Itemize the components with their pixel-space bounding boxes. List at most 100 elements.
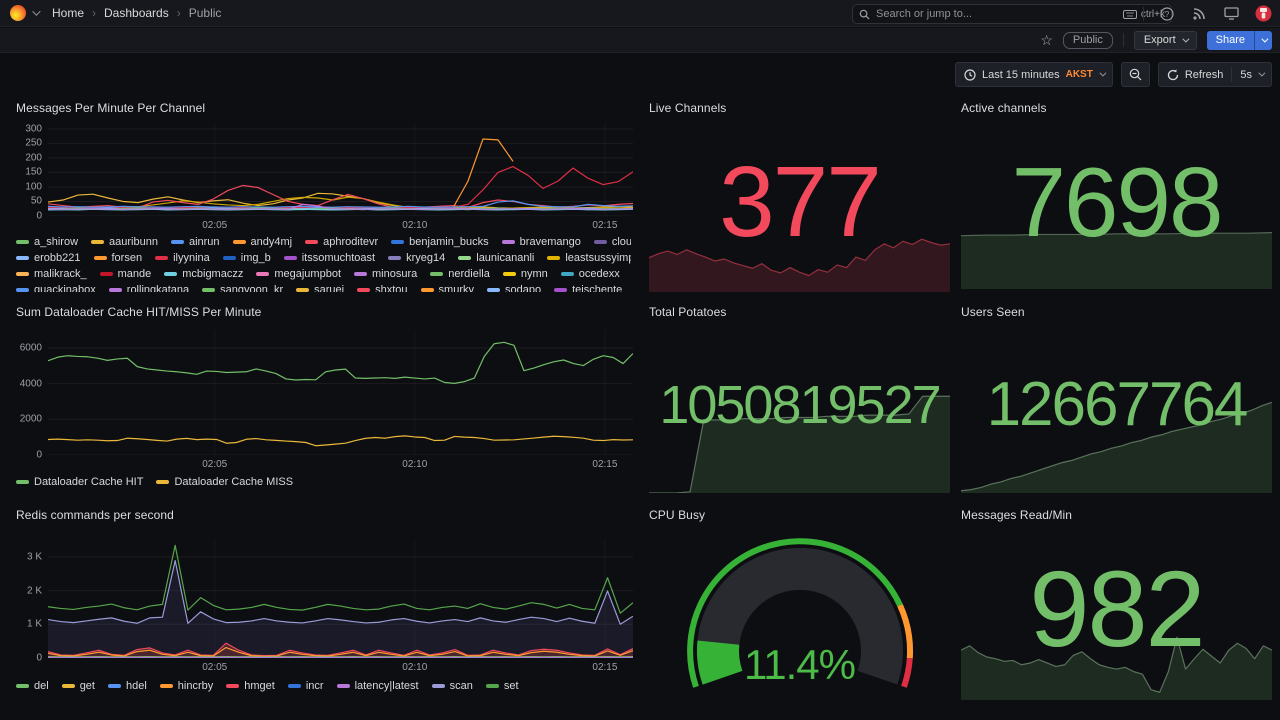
x-axis-tick: 02:15	[592, 220, 618, 231]
legend-swatch-icon	[156, 480, 170, 484]
legend-item[interactable]: megajumpbot	[256, 268, 341, 280]
y-axis-tick: 1 K	[26, 618, 42, 630]
y-axis-tick: 6000	[19, 342, 42, 354]
y-axis-tick: 0	[36, 210, 42, 222]
y-axis-tick: 2000	[19, 413, 42, 425]
legend-item[interactable]: quackinabox	[16, 284, 96, 292]
legend-item[interactable]: itssomuchtoast	[283, 252, 376, 264]
grafana-logo[interactable]	[10, 5, 26, 21]
legend-item[interactable]: mande	[99, 268, 151, 280]
legend-item[interactable]: kryeg14	[388, 252, 445, 264]
share-button[interactable]: Share	[1206, 30, 1254, 50]
legend-item[interactable]: andy4mj	[232, 236, 292, 248]
legend-item[interactable]: ocedexx	[560, 268, 620, 280]
legend-item[interactable]: aphroditevr	[305, 236, 378, 248]
legend-item[interactable]: del	[16, 680, 49, 692]
legend-item[interactable]: hdel	[107, 680, 147, 692]
star-button[interactable]: ☆	[1040, 32, 1053, 48]
legend-item[interactable]: ilyynina	[155, 252, 210, 264]
legend-item[interactable]: benjamin_bucks	[391, 236, 489, 248]
legend-item[interactable]: aauribunn	[91, 236, 158, 248]
legend-item[interactable]: Dataloader Cache MISS	[156, 476, 293, 488]
legend-item[interactable]: forsen	[93, 252, 143, 264]
time-range-picker[interactable]: Last 15 minutes AKST	[954, 62, 1113, 87]
search-input[interactable]	[876, 8, 1123, 20]
legend-swatch-icon	[485, 684, 499, 688]
rss-icon	[1193, 7, 1205, 20]
legend-item[interactable]: hmget	[226, 680, 275, 692]
panel-title: Messages Per Minute Per Channel	[16, 101, 206, 115]
legend-item[interactable]: nymn	[502, 268, 548, 280]
breadcrumb-home[interactable]: Home	[52, 6, 85, 20]
legend-item[interactable]: shxtou	[357, 284, 408, 292]
legend-item[interactable]: sangyoon_kr	[202, 284, 283, 292]
legend-label: minosura	[372, 268, 418, 280]
monitor-icon	[1223, 7, 1239, 20]
legend-swatch-icon	[222, 256, 236, 260]
legend-item[interactable]: hincrby	[159, 680, 213, 692]
refresh-button-group[interactable]: Refresh 5s	[1157, 62, 1272, 87]
legend-item[interactable]: latency|latest	[336, 680, 419, 692]
panel-users-seen: Users Seen 12667764	[961, 300, 1272, 495]
user-avatar[interactable]	[1254, 5, 1272, 23]
legend-label: incr	[305, 680, 324, 692]
legend-item[interactable]: ainrun	[170, 236, 220, 248]
legend-item[interactable]: cloudeyx3	[593, 236, 631, 248]
cpu-busy-gauge[interactable]: 11.4%	[680, 523, 920, 698]
panel-messages-read: Messages Read/Min 982	[961, 503, 1272, 700]
dataloader-chart[interactable]: 0 2000 4000 6000 02:05 02:10 02:15	[14, 330, 633, 471]
legend-item[interactable]: incr	[287, 680, 324, 692]
legend-item[interactable]: Dataloader Cache HIT	[16, 476, 143, 488]
news-button[interactable]	[1190, 5, 1208, 23]
zoom-out-button[interactable]	[1120, 62, 1150, 87]
breadcrumb-public[interactable]: Public	[188, 6, 222, 20]
y-axis-tick: 2 K	[26, 585, 42, 597]
redis-chart[interactable]: 0 1 K 2 K 3 K 02:05 02:10 02:15	[14, 540, 633, 674]
legend-item[interactable]: saruei	[296, 284, 344, 292]
legend-item[interactable]: set	[485, 680, 519, 692]
users-seen-sparkline[interactable]	[961, 381, 1272, 493]
legend-item[interactable]: nerdiella	[430, 268, 490, 280]
chevron-down-icon	[1258, 69, 1266, 77]
share-menu-button[interactable]	[1254, 30, 1272, 50]
legend-item[interactable]: a_shirow	[16, 236, 78, 248]
legend-item[interactable]: get	[61, 680, 95, 692]
messages-read-sparkline[interactable]	[961, 614, 1272, 700]
total-potatoes-sparkline[interactable]	[649, 375, 950, 493]
legend-item[interactable]: teischente	[554, 284, 622, 292]
messages-chart[interactable]: 0 50 100 150 200 250 300 02:05 02:10 02:15	[14, 123, 633, 232]
legend-swatch-icon	[487, 288, 500, 292]
live-channels-sparkline[interactable]	[649, 226, 950, 292]
help-button[interactable]: ?	[1158, 5, 1176, 23]
refresh-icon	[1167, 68, 1178, 80]
legend-item[interactable]: launicananli	[458, 252, 534, 264]
x-axis-tick: 02:10	[402, 220, 428, 231]
legend-item[interactable]: mcbigmaczz	[164, 268, 243, 280]
legend-item[interactable]: leastsussyimposter	[547, 252, 631, 264]
org-switcher-caret-icon[interactable]	[32, 7, 41, 16]
legend-label: benjamin_bucks	[409, 236, 489, 248]
legend-item[interactable]: smurky	[420, 284, 474, 292]
active-channels-sparkline[interactable]	[961, 227, 1272, 289]
legend-item[interactable]: sodapo	[487, 284, 541, 292]
legend-label: itssomuchtoast	[301, 252, 376, 264]
legend-item[interactable]: rollingkatana	[108, 284, 189, 292]
legend-label: forsen	[111, 252, 143, 264]
legend-item[interactable]: scan	[431, 680, 473, 692]
public-badge: Public	[1062, 31, 1113, 49]
search-box[interactable]: ctrl+k	[852, 4, 1172, 24]
refresh-interval[interactable]: 5s	[1240, 68, 1252, 81]
legend-item[interactable]: erobb221	[16, 252, 81, 264]
avatar-icon	[1255, 5, 1271, 22]
legend-label: erobb221	[34, 252, 81, 264]
legend-item[interactable]: malikrack_	[16, 268, 87, 280]
x-axis-tick: 02:05	[202, 220, 228, 231]
legend-item[interactable]: minosura	[354, 268, 417, 280]
display-button[interactable]	[1222, 5, 1240, 23]
export-button[interactable]: Export	[1133, 30, 1197, 50]
legend-item[interactable]: img_b	[222, 252, 271, 264]
breadcrumb-dashboards[interactable]: Dashboards	[104, 6, 169, 20]
legend-item[interactable]: bravemango	[501, 236, 581, 248]
timezone-label: AKST	[1065, 69, 1093, 80]
legend-label: kryeg14	[406, 252, 446, 264]
